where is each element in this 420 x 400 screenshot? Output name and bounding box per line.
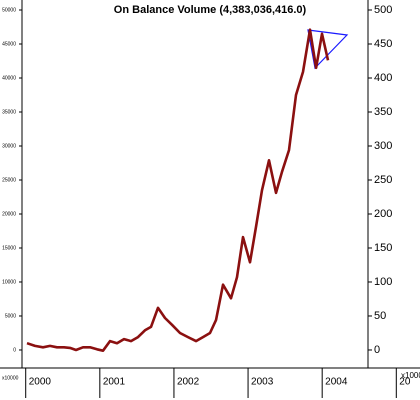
y2-tick-label: 0 <box>374 344 380 356</box>
y2-tick-label: 150 <box>374 242 392 254</box>
y-tick-label: 45000 <box>2 41 16 47</box>
x-tick-label: 2000 <box>29 377 52 388</box>
y2-tick-label: 200 <box>374 208 392 220</box>
y2-tick-label: 250 <box>374 174 392 186</box>
y-tick-label: 0 <box>13 347 16 353</box>
y2-tick-label: 500 <box>374 4 392 16</box>
left-axis-unit: x10000 <box>2 375 19 381</box>
y-tick-label: 25000 <box>2 177 16 183</box>
triangle-annotation <box>307 29 349 70</box>
chart-title: On Balance Volume (4,383,036,416.0) <box>114 4 307 16</box>
series-line <box>26 28 330 352</box>
x-tick-label: 2001 <box>103 377 126 388</box>
x-tick-label: 20 <box>399 377 411 388</box>
x-tick-label: 2002 <box>177 377 200 388</box>
x-tick-label: 2003 <box>251 377 274 388</box>
y2-tick-label: 100 <box>374 276 392 288</box>
y2-tick-label: 50 <box>374 310 386 322</box>
right-axis-unit: x1000 <box>401 371 420 380</box>
y-tick-label: 15000 <box>2 245 16 251</box>
y2-tick-label: 300 <box>374 140 392 152</box>
y-tick-label: 20000 <box>2 211 16 217</box>
y-tick-label: 35000 <box>2 109 16 115</box>
x-tick-label: 2004 <box>325 377 348 388</box>
y2-tick-label: 350 <box>374 106 392 118</box>
y-tick-label: 5000 <box>5 313 16 319</box>
y-tick-label: 10000 <box>2 279 16 285</box>
y2-tick-label: 400 <box>374 72 392 84</box>
y-tick-label: 30000 <box>2 143 16 149</box>
y-tick-label: 50000 <box>2 7 16 13</box>
y-tick-label: 40000 <box>2 75 16 81</box>
y2-tick-label: 450 <box>374 38 392 50</box>
